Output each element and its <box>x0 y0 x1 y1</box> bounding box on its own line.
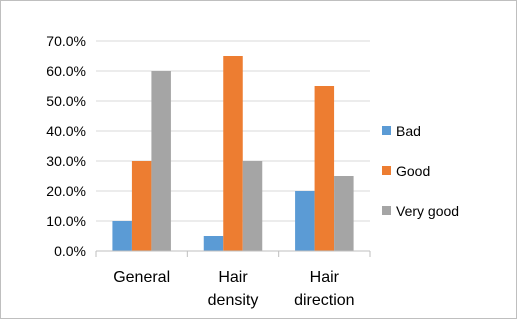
bar <box>203 236 224 251</box>
bar <box>223 56 243 251</box>
x-tick-label: General <box>113 269 170 286</box>
x-tick-label: Hair <box>310 269 340 286</box>
bar <box>242 161 263 251</box>
legend: Bad Good Very good <box>382 123 459 219</box>
y-axis: 0.0% 10.0% 20.0% 30.0% 40.0% 50.0% 60.0% 70.0% <box>46 33 86 259</box>
y-tick-label: 20.0% <box>46 183 86 199</box>
y-tick-label: 60.0% <box>46 63 86 79</box>
legend-label: Bad <box>396 123 421 139</box>
bar <box>131 161 152 251</box>
x-tick-label: density <box>208 292 259 309</box>
y-tick-label: 50.0% <box>46 93 86 109</box>
legend-label: Good <box>396 163 430 179</box>
y-tick-label: 10.0% <box>46 213 86 229</box>
x-tick-label: direction <box>294 292 354 309</box>
bars <box>112 56 354 251</box>
legend-swatch <box>382 126 391 135</box>
bar <box>295 191 315 251</box>
x-axis: General Hair density Hair direction <box>95 250 371 309</box>
bar <box>151 71 171 251</box>
bar <box>314 86 335 251</box>
bar <box>112 221 132 251</box>
legend-label: Very good <box>396 203 459 219</box>
legend-swatch <box>382 166 391 175</box>
y-tick-label: 70.0% <box>46 33 86 49</box>
x-tick-label: Hair <box>218 269 248 286</box>
y-tick-label: 0.0% <box>54 243 86 259</box>
y-tick-label: 40.0% <box>46 123 86 139</box>
bar <box>334 176 354 251</box>
legend-swatch <box>382 206 391 215</box>
chart-frame <box>0 0 517 319</box>
y-tick-label: 30.0% <box>46 153 86 169</box>
